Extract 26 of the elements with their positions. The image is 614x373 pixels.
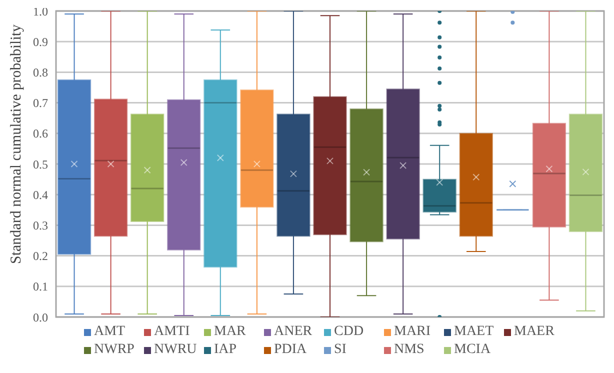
legend-label: MAR [214,323,246,341]
y-tick-label: 0.1 [33,280,48,294]
legend-label: AMT [94,323,126,341]
legend-label: CDD [334,323,364,341]
y-tick-label: 0.6 [33,126,48,141]
legend-label: MAET [454,323,494,341]
legend-label: MCIA [454,341,491,359]
y-tick-label: 0.4 [33,188,48,202]
legend-label: NMS [394,341,424,359]
legend-label: MARI [394,323,431,341]
legend-label: IAP [214,341,237,359]
legend-label: PDIA [274,341,307,359]
y-tick-label: 0.3 [33,218,48,232]
legend-label: NWRU [154,341,197,359]
legend-label: SI [334,341,346,359]
legend-label: ANER [274,323,312,341]
y-tick-label: 0.7 [33,96,48,110]
y-tick-label: 0.9 [33,34,48,49]
y-tick-label: 0.8 [33,65,48,80]
legend-label: NWRP [94,341,134,359]
y-tick-label: 0.2 [33,249,48,264]
legend-label: MAER [514,323,554,341]
y-tick-label: 0.5 [33,157,48,172]
legend-label: AMTI [154,323,190,341]
y-tick-label: 0.0 [33,310,48,324]
y-axis-title: Standard normal cumulative probability [8,24,24,264]
